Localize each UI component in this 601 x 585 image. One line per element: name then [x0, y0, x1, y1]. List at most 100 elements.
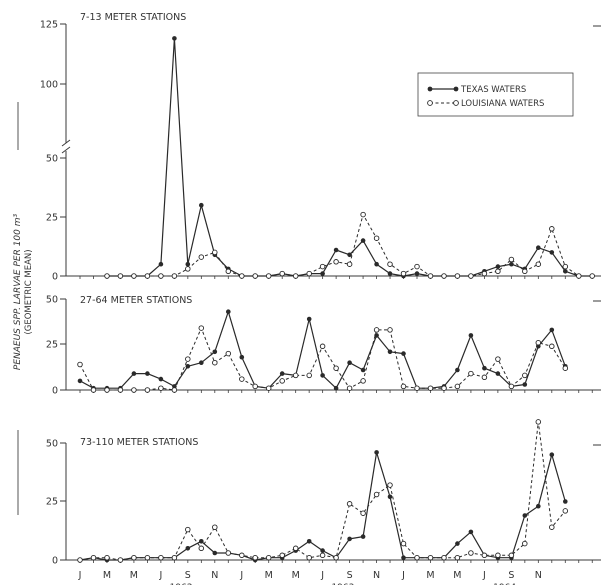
data-point-louisiana	[346, 385, 353, 391]
data-point-louisiana	[441, 554, 447, 561]
data-point-texas	[374, 333, 379, 338]
panel-title: 73-110 METER STATIONS	[80, 437, 198, 448]
data-point-louisiana	[441, 385, 447, 391]
data-point-louisiana	[265, 554, 272, 561]
data-point-louisiana	[225, 350, 232, 357]
legend-louisiana-marker-left	[427, 100, 433, 106]
data-point-louisiana	[144, 273, 151, 279]
data-point-texas	[158, 376, 164, 382]
data-point-louisiana	[481, 374, 488, 381]
data-point-texas	[212, 349, 218, 355]
panel-73-110m: 0 25 50 73-110 METER STATIONS	[46, 419, 601, 567]
x-tick-label: M	[130, 570, 138, 581]
data-point-louisiana	[198, 545, 205, 552]
x-tick-label: J	[158, 570, 162, 581]
data-point-louisiana	[373, 327, 380, 333]
data-point-louisiana	[117, 273, 124, 279]
data-point-louisiana	[562, 263, 569, 270]
data-point-louisiana	[319, 263, 326, 270]
data-point-texas	[401, 351, 406, 356]
y-tick-label: 0	[52, 272, 58, 283]
data-point-louisiana	[481, 270, 488, 277]
data-point-louisiana	[144, 554, 151, 561]
data-point-texas	[482, 365, 487, 371]
data-point-texas	[549, 327, 555, 333]
data-point-louisiana	[400, 270, 407, 277]
data-point-louisiana	[90, 387, 97, 393]
data-point-louisiana	[265, 385, 272, 391]
data-point-louisiana	[535, 261, 542, 267]
data-point-louisiana	[131, 273, 137, 279]
legend: TEXAS WATERS LOUISIANA WATERS	[417, 72, 574, 117]
data-point-louisiana	[346, 501, 353, 507]
data-point-louisiana	[212, 359, 218, 366]
x-tick-label: J	[239, 570, 243, 581]
data-point-louisiana	[495, 552, 501, 559]
data-point-louisiana	[239, 552, 245, 559]
data-point-texas	[563, 499, 568, 504]
data-point-louisiana	[292, 273, 299, 279]
panel-title: 27-64 METER STATIONS	[80, 295, 192, 306]
data-point-louisiana	[198, 254, 205, 260]
data-point-louisiana	[400, 383, 407, 390]
x-tick-label: J	[78, 570, 82, 581]
data-point-louisiana	[239, 273, 245, 279]
data-point-louisiana	[252, 554, 258, 561]
data-point-louisiana	[576, 273, 582, 279]
data-point-texas	[347, 536, 352, 542]
data-point-louisiana	[90, 554, 97, 561]
legend-box	[417, 72, 574, 117]
data-point-texas	[226, 309, 231, 315]
data-point-louisiana	[589, 273, 595, 279]
data-point-louisiana	[104, 273, 110, 279]
data-point-texas	[387, 349, 393, 355]
data-point-louisiana	[319, 343, 326, 350]
data-point-texas	[320, 373, 325, 378]
data-point-texas	[563, 269, 568, 274]
data-point-texas	[347, 252, 352, 258]
y-axis-break-mark	[61, 139, 71, 154]
data-point-texas	[495, 371, 501, 376]
data-point-texas	[185, 364, 191, 369]
data-point-texas	[536, 245, 541, 250]
data-point-texas	[387, 271, 393, 276]
data-point-texas	[360, 534, 366, 539]
data-point-texas	[347, 360, 352, 366]
data-point-texas	[360, 367, 366, 373]
data-point-louisiana	[77, 361, 83, 368]
legend-louisiana-marker-right	[453, 100, 459, 106]
data-point-louisiana	[468, 273, 474, 279]
data-point-texas	[468, 529, 474, 535]
data-point-texas	[333, 247, 339, 253]
data-point-texas	[239, 354, 245, 360]
data-point-louisiana	[346, 261, 353, 267]
data-point-texas	[158, 261, 164, 267]
data-point-louisiana	[400, 540, 407, 547]
data-point-louisiana	[117, 387, 124, 393]
data-point-texas	[522, 513, 528, 518]
data-point-louisiana	[508, 256, 515, 263]
data-point-louisiana	[104, 554, 110, 561]
data-point-texas	[495, 264, 501, 269]
legend-texas-label: TEXAS WATERS	[460, 85, 526, 95]
x-tick-label: M	[103, 570, 111, 581]
x-tick-label: S	[508, 570, 514, 581]
data-point-louisiana	[468, 370, 474, 377]
data-point-louisiana	[454, 383, 461, 390]
data-point-louisiana	[522, 540, 528, 547]
data-point-texas	[455, 367, 460, 373]
data-point-texas	[509, 261, 514, 267]
x-tick-label: J	[482, 570, 486, 581]
data-point-louisiana	[306, 270, 312, 277]
x-year-label: 1962	[170, 583, 193, 585]
series-line-texas	[79, 451, 566, 561]
data-point-texas	[549, 452, 555, 458]
data-point-louisiana	[495, 356, 501, 362]
data-point-louisiana	[387, 261, 393, 267]
data-point-louisiana	[387, 482, 393, 488]
y-tick-label: 0	[52, 556, 58, 567]
data-point-louisiana	[360, 510, 366, 516]
data-point-louisiana	[535, 419, 542, 425]
x-tick-label: J	[401, 570, 405, 581]
